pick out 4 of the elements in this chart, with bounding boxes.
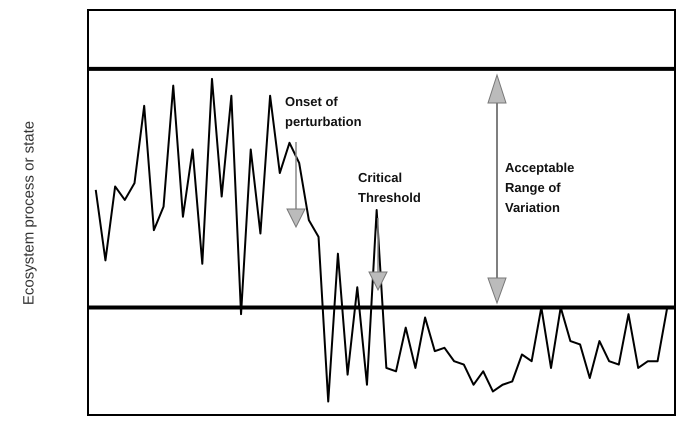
annotation: Critical Threshold [358, 169, 422, 207]
annotation: Acceptable Range of Variation [505, 159, 576, 217]
annotation: Onset of perturbation [285, 93, 363, 131]
y-axis-title: Ecosystem process or state [20, 120, 38, 306]
